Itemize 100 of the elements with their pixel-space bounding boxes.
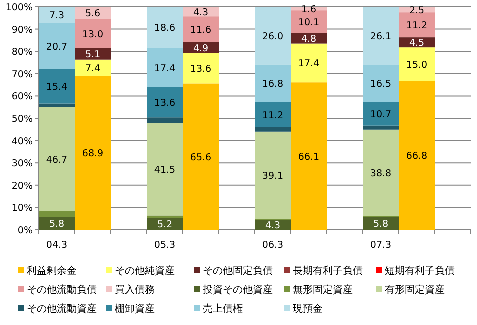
bar [363, 217, 399, 230]
bar [255, 102, 291, 128]
y-tick-label: 60% [12, 92, 33, 103]
bar [363, 7, 399, 66]
data-label: 26.0 [262, 31, 284, 42]
bar [39, 104, 75, 108]
data-label: 17.4 [154, 63, 176, 74]
data-label: 65.6 [190, 152, 212, 164]
bar [363, 130, 399, 216]
data-label: 1.6 [301, 4, 317, 16]
x-tick-label: 07.3 [370, 240, 392, 251]
bar [39, 69, 75, 104]
data-label: 66.8 [406, 151, 428, 162]
data-label: 10.1 [298, 17, 320, 28]
y-tick-label: 100% [6, 2, 33, 14]
bar [255, 64, 291, 102]
data-label: 20.7 [46, 42, 68, 53]
data-label: 2.5 [409, 5, 425, 16]
data-label: 26.1 [370, 32, 392, 43]
y-tick-label: 50% [12, 114, 33, 125]
data-label: 16.5 [370, 79, 392, 90]
bar [147, 123, 183, 216]
data-label: 41.5 [154, 164, 176, 176]
bar [39, 7, 75, 24]
data-label: 5.8 [49, 219, 65, 230]
bar [255, 132, 291, 220]
data-label: 10.7 [370, 109, 392, 120]
bar [147, 7, 183, 48]
data-label: 15.4 [46, 82, 68, 94]
y-tick-label: 70% [12, 69, 33, 80]
data-label: 7.3 [49, 10, 65, 22]
bar [399, 12, 435, 38]
data-label: 7.4 [85, 64, 101, 75]
x-tick-label: 04.3 [46, 240, 68, 251]
bar [75, 48, 111, 60]
bar [183, 16, 219, 42]
legend-label: その他流動負債 [27, 284, 97, 296]
bar [75, 19, 111, 48]
y-tick-label: 90% [12, 24, 33, 36]
data-label: 4.8 [301, 34, 317, 45]
y-tick-label: 0% [18, 226, 33, 236]
bar [291, 44, 327, 83]
bar [147, 87, 183, 118]
legend-label: 無形固定資産 [293, 284, 353, 296]
data-label: 13.0 [82, 29, 104, 40]
data-label: 46.7 [46, 154, 68, 166]
data-label: 4.3 [193, 7, 209, 18]
bar [147, 118, 183, 124]
y-tick-label: 80% [12, 47, 33, 58]
legend-label: 有形固定資産 [385, 284, 445, 296]
data-label: 11.2 [262, 110, 284, 122]
data-label: 18.6 [154, 23, 176, 34]
legend-label: 買入債務 [115, 284, 155, 296]
data-label: 5.8 [373, 219, 389, 230]
data-label: 11.2 [406, 20, 428, 32]
legend-label: 長期有利子負債 [293, 265, 363, 277]
legend-label: 利益剰余金 [27, 265, 77, 277]
bar [39, 23, 75, 70]
data-label: 5.1 [85, 50, 101, 61]
bar [255, 127, 291, 132]
bar [291, 33, 327, 44]
data-label: 15.0 [406, 60, 428, 71]
bar [399, 48, 435, 82]
data-label: 5.6 [85, 8, 101, 20]
x-tick-label: 06.3 [262, 240, 284, 251]
data-label: 16.8 [262, 79, 284, 90]
legend-label: 売上債権 [203, 303, 243, 315]
x-tick-label: 05.3 [154, 240, 176, 251]
bar [291, 82, 327, 230]
bar [39, 217, 75, 230]
legend-label: その他純資産 [115, 265, 175, 277]
data-label: 39.1 [262, 170, 284, 182]
data-label: 11.6 [190, 25, 212, 36]
bar [75, 7, 111, 20]
data-label: 38.8 [370, 168, 392, 180]
bar [183, 53, 219, 84]
bar [363, 65, 399, 102]
bar [39, 211, 75, 218]
data-label: 13.6 [154, 98, 176, 109]
bar [147, 48, 183, 88]
data-label: 66.1 [298, 152, 320, 163]
bar [39, 107, 75, 212]
legend-label: その他流動資産 [27, 303, 97, 315]
y-tick-label: 30% [12, 158, 33, 170]
bar [255, 7, 291, 65]
y-tick-label: 20% [12, 180, 33, 192]
bar [399, 81, 435, 230]
bar [183, 84, 219, 230]
data-label: 4.3 [265, 220, 281, 232]
bar [147, 216, 183, 218]
data-label: 4.9 [193, 43, 209, 54]
data-label: 17.4 [298, 58, 320, 70]
legend-label: 現預金 [293, 303, 323, 315]
legend-label: 投資その他資産 [202, 284, 273, 296]
bar [363, 102, 399, 126]
bar [363, 126, 399, 130]
data-label: 5.2 [157, 220, 173, 231]
legend-label: 短期有利子負債 [385, 265, 455, 277]
y-tick-label: 10% [12, 203, 33, 214]
data-label: 13.6 [190, 64, 212, 76]
